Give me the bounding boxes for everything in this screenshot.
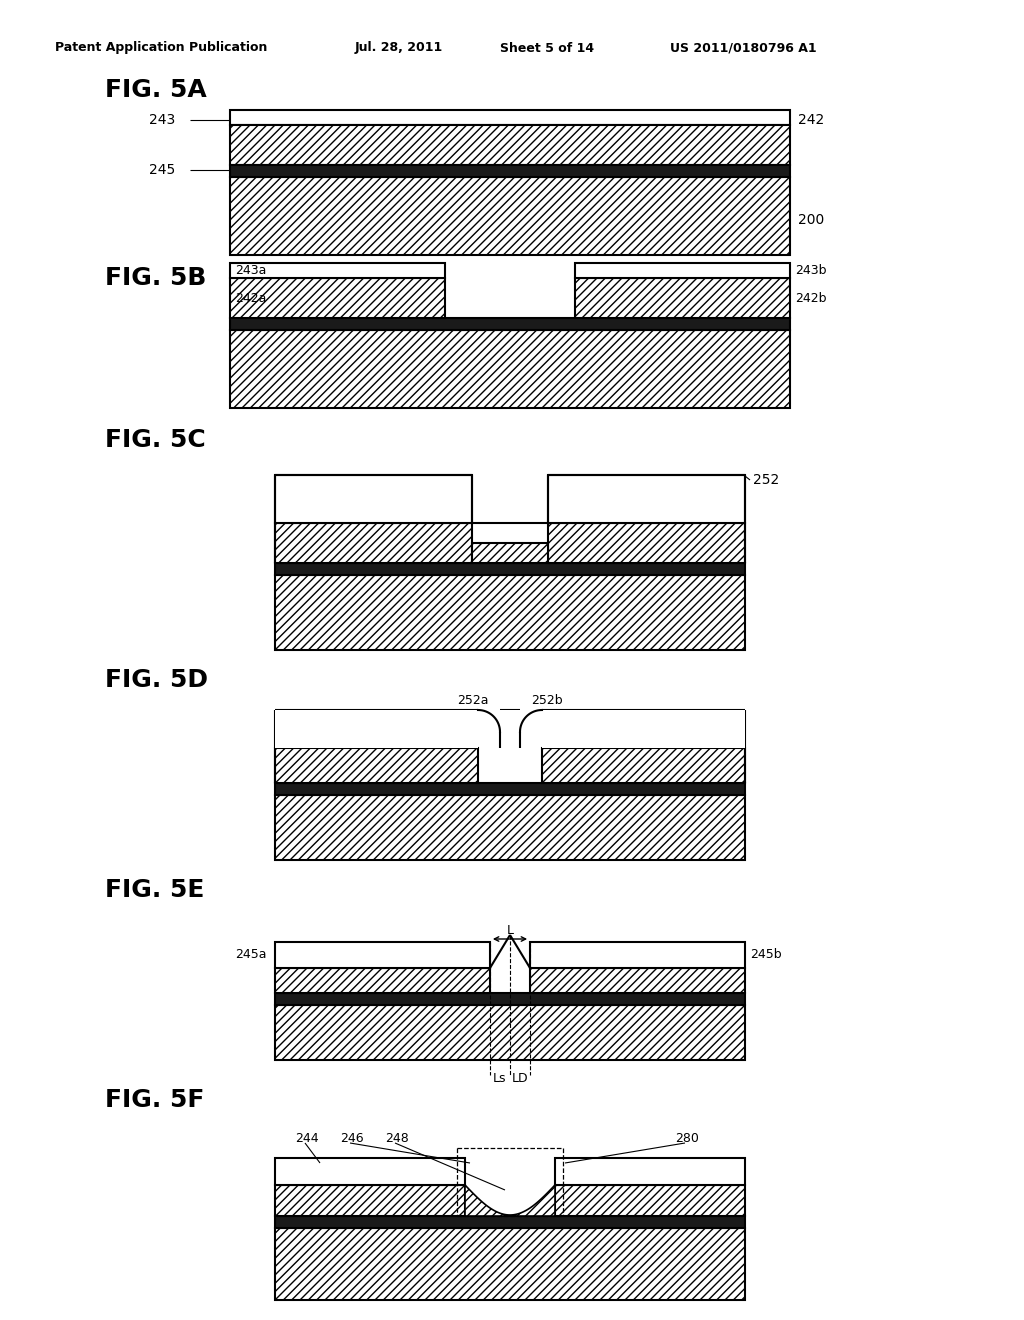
Bar — [555, 1185, 745, 1216]
Text: 243a: 243a — [234, 264, 266, 276]
Text: ~: ~ — [735, 1053, 745, 1067]
Text: Jul. 28, 2011: Jul. 28, 2011 — [355, 41, 443, 54]
Bar — [275, 576, 745, 649]
Text: Ls: Ls — [494, 1072, 507, 1085]
Text: 243b: 243b — [795, 264, 826, 276]
Bar — [230, 165, 790, 177]
Text: 246: 246 — [340, 1131, 364, 1144]
Bar — [542, 748, 745, 783]
Text: 252a: 252a — [458, 693, 488, 706]
Text: 242a: 242a — [234, 292, 266, 305]
Text: FIG. 5D: FIG. 5D — [105, 668, 208, 692]
Bar — [548, 523, 745, 564]
Text: LD: LD — [512, 1072, 528, 1085]
Bar — [542, 710, 745, 748]
Text: ~: ~ — [735, 644, 745, 656]
Bar — [275, 1185, 465, 1216]
Text: ~: ~ — [735, 1294, 745, 1307]
Text: 245: 245 — [148, 162, 175, 177]
Bar — [575, 279, 790, 318]
Bar — [275, 968, 490, 993]
Bar — [275, 564, 745, 576]
Bar — [275, 1158, 465, 1185]
Bar — [230, 263, 445, 279]
Text: 245a: 245a — [236, 949, 267, 961]
Bar — [275, 942, 490, 968]
Text: 243: 243 — [148, 114, 175, 127]
Text: ~: ~ — [274, 1053, 286, 1067]
Bar — [575, 263, 790, 279]
Bar — [275, 475, 472, 523]
Bar — [275, 710, 478, 748]
Text: 245b: 245b — [750, 949, 781, 961]
Bar — [275, 993, 745, 1005]
Bar — [230, 330, 790, 408]
Text: 244: 244 — [295, 1131, 318, 1144]
Polygon shape — [465, 1185, 555, 1216]
Text: ~: ~ — [229, 248, 241, 261]
Bar — [530, 942, 745, 968]
Bar — [230, 177, 790, 255]
Text: 200: 200 — [798, 213, 824, 227]
Text: 252b: 252b — [531, 693, 563, 706]
Text: Sheet 5 of 14: Sheet 5 of 14 — [500, 41, 594, 54]
Bar — [275, 795, 745, 861]
Text: FIG. 5C: FIG. 5C — [105, 428, 206, 451]
Text: ~: ~ — [274, 1294, 286, 1307]
Text: ~: ~ — [735, 854, 745, 866]
Text: FIG. 5F: FIG. 5F — [105, 1088, 205, 1111]
Text: FIG. 5B: FIG. 5B — [105, 267, 207, 290]
Bar — [275, 523, 472, 564]
Text: ~: ~ — [274, 854, 286, 866]
Text: FIG. 5E: FIG. 5E — [105, 878, 205, 902]
Bar — [230, 279, 445, 318]
Text: L: L — [507, 924, 513, 936]
Text: FIG. 5A: FIG. 5A — [105, 78, 207, 102]
Bar — [275, 748, 478, 783]
Bar — [230, 125, 790, 165]
Bar — [230, 318, 790, 330]
Text: Patent Application Publication: Patent Application Publication — [55, 41, 267, 54]
Text: 248: 248 — [385, 1131, 409, 1144]
Text: ~: ~ — [229, 401, 241, 414]
Text: 252: 252 — [753, 473, 779, 487]
Bar — [472, 543, 548, 564]
Text: 280: 280 — [675, 1131, 698, 1144]
Bar — [500, 710, 520, 748]
Bar — [275, 1005, 745, 1060]
Text: US 2011/0180796 A1: US 2011/0180796 A1 — [670, 41, 816, 54]
Bar — [230, 110, 790, 125]
Bar — [548, 475, 745, 523]
Bar — [275, 1216, 745, 1228]
Bar — [275, 1228, 745, 1300]
Text: ~: ~ — [779, 248, 791, 261]
Text: ~: ~ — [274, 644, 286, 656]
Bar — [530, 968, 745, 993]
Text: 242: 242 — [798, 114, 824, 127]
Text: ~: ~ — [779, 401, 791, 414]
Bar — [555, 1158, 745, 1185]
Bar — [275, 783, 745, 795]
Text: 242b: 242b — [795, 292, 826, 305]
